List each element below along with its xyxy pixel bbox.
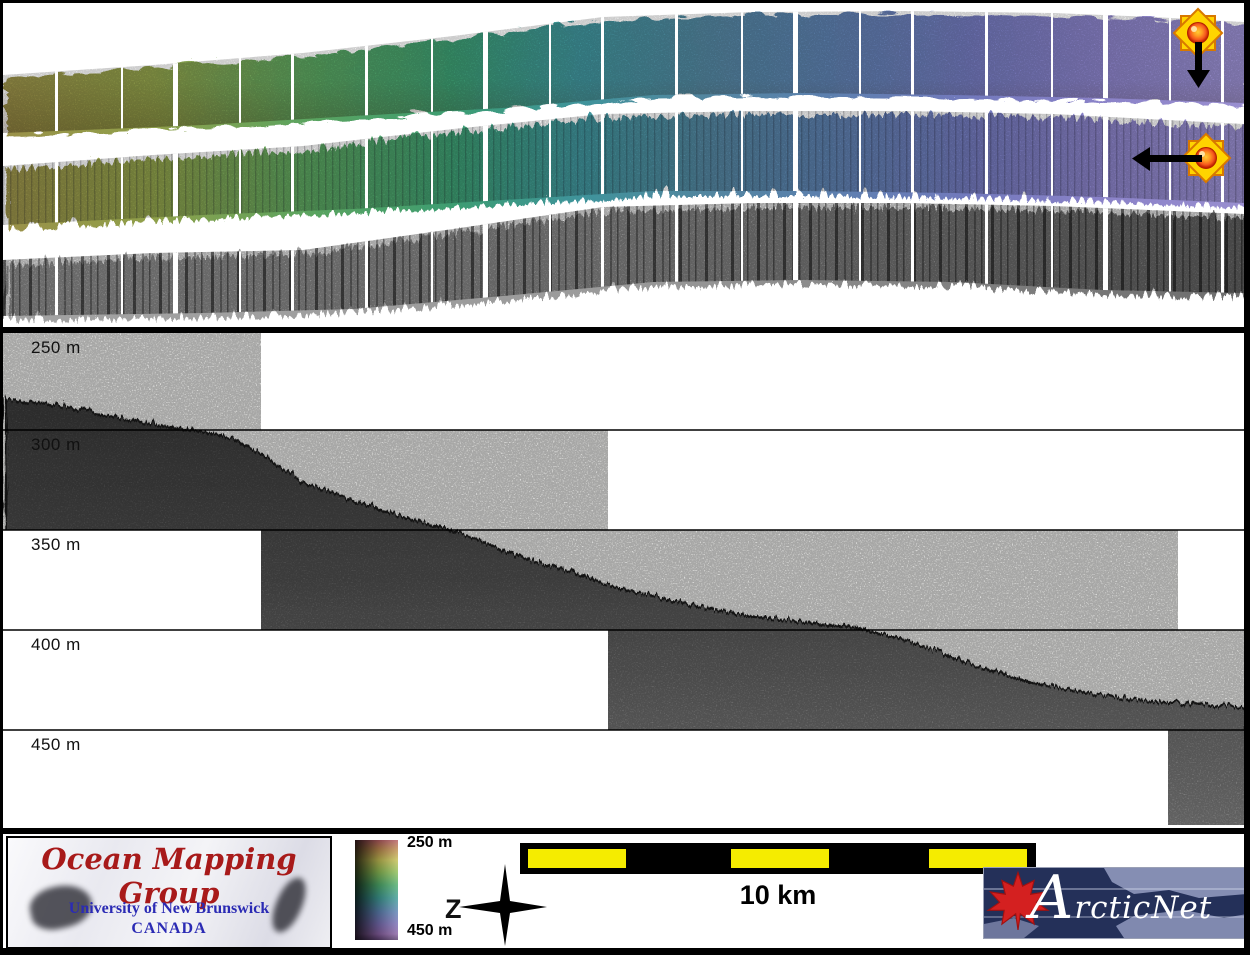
arcticnet-wordmark: ArcticNet (1030, 868, 1213, 933)
scale-bar-segment (527, 848, 626, 869)
depth-label-400m: 400 m (31, 635, 81, 654)
depth-label-300m: 300 m (31, 435, 81, 454)
footer: Ocean Mapping Group University of New Br… (3, 834, 1248, 949)
omg-institution: University of New Brunswick (68, 900, 270, 917)
color-scale-top-label: 250 m (407, 834, 453, 851)
omg-logo: Ocean Mapping Group University of New Br… (6, 836, 332, 949)
depth-grid-lines (3, 429, 1244, 731)
omg-title: Ocean Mapping Group (41, 842, 297, 910)
echogram-band-250m (3, 333, 261, 430)
depth-color-scale (355, 840, 398, 940)
arrow-left-icon (1132, 147, 1202, 171)
north-letter: Z (445, 894, 462, 924)
compass-star-icon (459, 864, 547, 946)
scale-bar-segment (929, 848, 1028, 869)
echogram-graphic (3, 333, 1244, 825)
frame-border (0, 0, 1250, 3)
scale-bar-label: 10 km (739, 880, 817, 910)
sun-icon-arrow-left (1132, 132, 1232, 184)
maple-leaf-icon (986, 870, 1050, 930)
multibeam-strips-panel (3, 3, 1244, 327)
echogram-band-350m (261, 530, 1178, 630)
section-divider-top (0, 327, 1250, 333)
frame-border (1244, 0, 1250, 955)
section-divider-bottom (0, 828, 1250, 834)
depth-label-350m: 350 m (31, 535, 81, 554)
frame-border (0, 0, 3, 955)
sun-icon-arrow-down (1172, 7, 1224, 88)
subbottom-profile-panel: 250 m 300 m 350 m 400 m 450 m (3, 333, 1244, 828)
arcticnet-map-art (984, 868, 1247, 938)
echogram-band-400m (608, 630, 1244, 730)
multibeam-strips-graphic (3, 11, 1244, 316)
scale-bar-segment (730, 848, 829, 869)
frame-border (0, 948, 1250, 955)
arrow-down-icon (1187, 42, 1210, 88)
depth-label-250m: 250 m (31, 338, 81, 357)
north-arrow: Z (445, 864, 547, 946)
arcticnet-logo: ArcticNet (983, 867, 1248, 939)
echogram-band-450m (1168, 730, 1244, 825)
echogram-band-300m (3, 430, 608, 530)
color-scale-bottom-label: 450 m (407, 922, 453, 939)
omg-country: CANADA (131, 920, 207, 937)
depth-label-450m: 450 m (31, 735, 81, 754)
scale-bar (520, 843, 1036, 874)
